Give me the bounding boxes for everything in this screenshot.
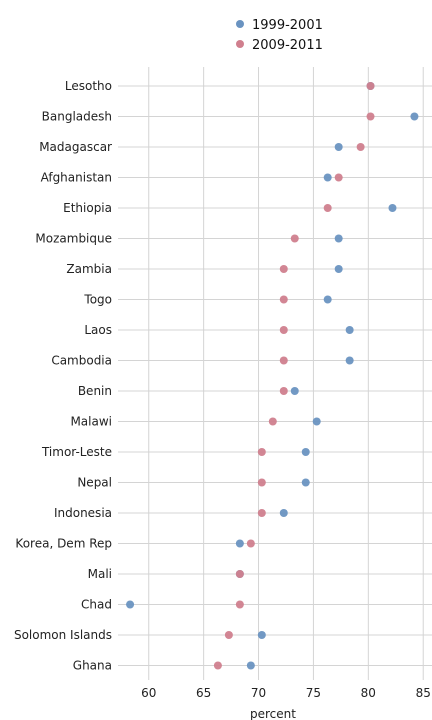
y-tick-label-9: Cambodia: [51, 354, 112, 368]
point-s1-6: [279, 265, 288, 273]
point-s0-4: [388, 204, 397, 212]
point-s0-5: [334, 234, 343, 243]
y-tick-label-11: Malawi: [70, 415, 112, 429]
y-tick-label-18: Solomon Islands: [14, 628, 112, 642]
point-s0-14: [279, 509, 288, 517]
point-s1-0: [366, 82, 375, 90]
y-tick-label-2: Madagascar: [39, 140, 112, 154]
point-s1-5: [290, 234, 299, 243]
y-tick-label-15: Korea, Dem Rep: [15, 537, 112, 551]
point-s0-10: [290, 387, 299, 395]
legend: 1999-2001 2009-2011: [236, 18, 323, 53]
y-tick-label-17: Chad: [81, 598, 112, 612]
y-tick-label-3: Afghanistan: [41, 171, 112, 185]
point-s0-7: [323, 295, 332, 304]
point-s1-12: [257, 448, 266, 456]
x-tick-label-0: 60: [141, 686, 156, 700]
point-s0-6: [334, 265, 343, 273]
x-axis-title: percent: [250, 707, 296, 720]
point-s1-9: [279, 356, 288, 365]
x-tick-label-3: 75: [306, 686, 321, 700]
point-s0-17: [126, 600, 135, 609]
grid: [118, 67, 432, 680]
point-s0-13: [301, 478, 310, 487]
y-tick-label-5: Mozambique: [35, 232, 112, 246]
point-s1-2: [356, 143, 365, 151]
point-s0-18: [257, 631, 266, 639]
point-s0-2: [334, 143, 343, 151]
y-tick-label-10: Benin: [78, 384, 112, 398]
y-tick-label-19: Ghana: [73, 659, 112, 673]
point-s0-8: [345, 326, 354, 334]
point-s0-19: [246, 661, 255, 670]
y-tick-label-13: Nepal: [77, 476, 112, 490]
legend-marker-1: [236, 40, 244, 48]
y-tick-label-14: Indonesia: [54, 506, 112, 520]
y-axis-labels: Lesotho Bangladesh Madagascar Afghanistan Et…: [14, 79, 112, 673]
point-s1-16: [235, 570, 244, 578]
point-s0-9: [345, 356, 354, 365]
point-s1-19: [213, 661, 222, 670]
point-s0-12: [301, 448, 310, 456]
y-tick-label-4: Ethiopia: [63, 201, 112, 215]
y-tick-label-16: Mali: [88, 567, 112, 581]
point-s1-11: [268, 417, 277, 426]
point-s1-14: [257, 509, 266, 517]
point-s1-4: [323, 204, 332, 212]
x-tick-label-2: 70: [251, 686, 266, 700]
legend-label-1: 2009-2011: [252, 38, 323, 53]
legend-marker-0: [236, 20, 244, 28]
x-tick-label-5: 85: [416, 686, 431, 700]
point-s1-15: [246, 539, 255, 548]
point-s1-3: [334, 173, 343, 182]
data-points: [126, 82, 419, 670]
point-s1-1: [366, 112, 375, 121]
y-tick-label-0: Lesotho: [65, 79, 112, 93]
point-s1-13: [257, 478, 266, 487]
point-s0-15: [235, 539, 244, 548]
point-s1-18: [224, 631, 233, 639]
y-tick-label-6: Zambia: [66, 262, 112, 276]
point-s0-11: [312, 417, 321, 426]
y-tick-label-1: Bangladesh: [42, 110, 112, 124]
y-tick-label-12: Timor-Leste: [41, 445, 112, 459]
point-s0-1: [410, 112, 419, 121]
x-tick-label-4: 80: [361, 686, 376, 700]
point-s1-10: [279, 387, 288, 395]
point-s1-8: [279, 326, 288, 334]
x-axis-labels: 60 65 70 75 80 85: [141, 686, 431, 700]
point-s0-3: [323, 173, 332, 182]
point-s1-7: [279, 295, 288, 304]
y-tick-label-7: Togo: [83, 293, 112, 307]
x-tick-label-1: 65: [196, 686, 211, 700]
legend-label-0: 1999-2001: [252, 18, 323, 33]
y-tick-label-8: Laos: [84, 323, 112, 337]
point-s1-17: [235, 600, 244, 609]
